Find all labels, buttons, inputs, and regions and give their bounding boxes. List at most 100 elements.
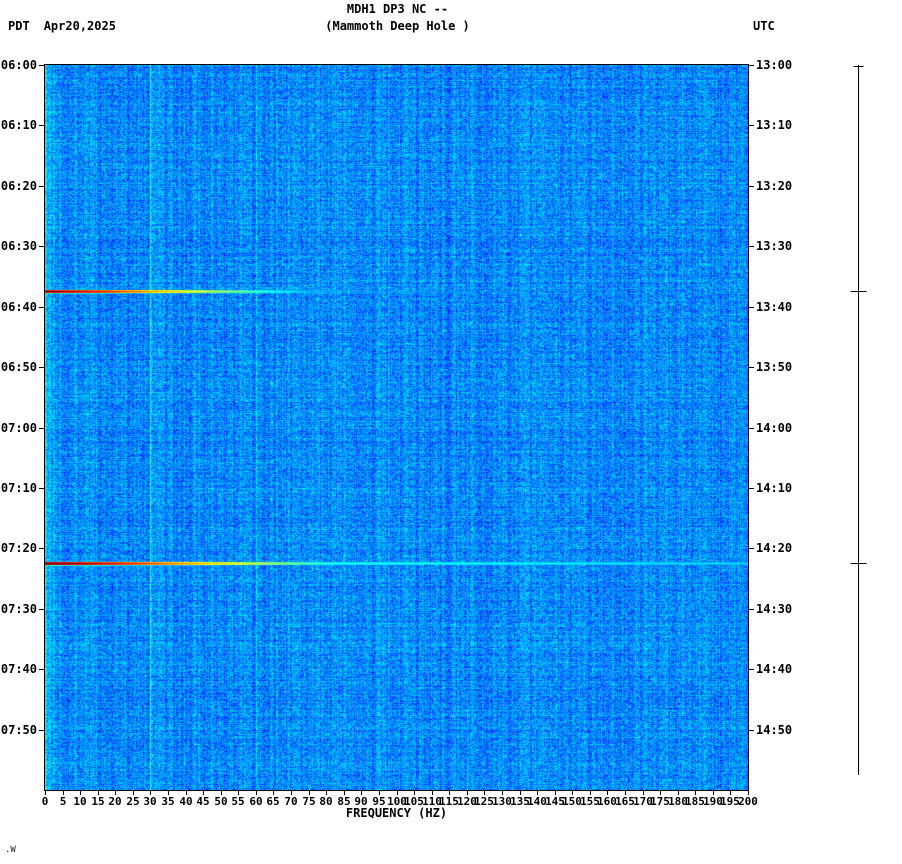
x-tick [168, 791, 169, 795]
time-label-left: 06:30 [0, 239, 37, 253]
x-tick-label: 95 [372, 795, 386, 808]
x-tick-label: 65 [266, 795, 280, 808]
y-tick-left [39, 367, 44, 368]
x-tick-label: 180 [668, 795, 688, 808]
x-tick [63, 791, 64, 795]
x-tick [309, 791, 310, 795]
x-tick [115, 791, 116, 795]
time-label-right: 14:00 [756, 421, 793, 435]
x-tick [713, 791, 714, 795]
y-tick-left [39, 125, 44, 126]
x-tick-label: 170 [633, 795, 653, 808]
x-axis-title: FREQUENCY (HZ) [345, 806, 448, 820]
x-tick [607, 791, 608, 795]
x-tick-label: 185 [685, 795, 705, 808]
x-tick-label: 115 [439, 795, 459, 808]
time-label-left: 07:00 [0, 421, 37, 435]
y-tick-left [39, 669, 44, 670]
y-tick-right [749, 307, 754, 308]
left-timezone-label: PDT [8, 19, 30, 33]
time-label-left: 06:40 [0, 300, 37, 314]
x-tick [256, 791, 257, 795]
time-label-left: 07:40 [0, 662, 37, 676]
x-tick-label: 155 [580, 795, 600, 808]
y-tick-right [749, 186, 754, 187]
x-tick-label: 175 [650, 795, 670, 808]
time-label-right: 14:30 [756, 602, 793, 616]
x-tick-label: 50 [214, 795, 228, 808]
time-label-left: 06:00 [0, 58, 37, 72]
x-tick [221, 791, 222, 795]
footer-mark: .W [5, 845, 16, 855]
x-tick [344, 791, 345, 795]
x-tick-label: 200 [738, 795, 758, 808]
y-tick-left [39, 186, 44, 187]
x-tick-label: 5 [59, 795, 67, 808]
y-tick-right [749, 730, 754, 731]
x-tick-label: 35 [161, 795, 175, 808]
x-tick-label: 195 [720, 795, 740, 808]
time-label-left: 06:10 [0, 118, 37, 132]
x-tick-label: 85 [337, 795, 351, 808]
x-tick [379, 791, 380, 795]
x-tick-label: 80 [319, 795, 333, 808]
x-tick [643, 791, 644, 795]
x-tick-label: 150 [562, 795, 582, 808]
x-tick-label: 105 [404, 795, 424, 808]
x-tick-label: 60 [249, 795, 263, 808]
x-tick-label: 130 [492, 795, 512, 808]
x-tick-label: 20 [108, 795, 122, 808]
x-tick-label: 110 [422, 795, 442, 808]
x-tick [291, 791, 292, 795]
y-tick-right [749, 65, 754, 66]
x-tick-label: 70 [284, 795, 298, 808]
time-label-right: 13:00 [756, 58, 793, 72]
x-tick [361, 791, 362, 795]
y-tick-right [749, 125, 754, 126]
x-tick [502, 791, 503, 795]
x-tick [98, 791, 99, 795]
x-tick-label: 165 [615, 795, 635, 808]
x-tick-label: 75 [302, 795, 316, 808]
x-tick [660, 791, 661, 795]
time-label-left: 06:50 [0, 360, 37, 374]
x-tick [80, 791, 81, 795]
y-tick-left [39, 428, 44, 429]
spectrogram-canvas [45, 65, 748, 790]
x-tick [695, 791, 696, 795]
x-tick [203, 791, 204, 795]
x-tick [555, 791, 556, 795]
x-tick [678, 791, 679, 795]
x-tick [730, 791, 731, 795]
x-tick [572, 791, 573, 795]
x-tick-label: 55 [231, 795, 245, 808]
time-label-left: 07:10 [0, 481, 37, 495]
x-tick [467, 791, 468, 795]
x-tick [273, 791, 274, 795]
y-tick-left [39, 307, 44, 308]
x-tick-label: 160 [597, 795, 617, 808]
x-tick-label: 145 [545, 795, 565, 808]
y-tick-left [39, 548, 44, 549]
time-label-right: 14:40 [756, 662, 793, 676]
x-tick-label: 10 [73, 795, 87, 808]
time-label-right: 14:10 [756, 481, 793, 495]
x-tick [449, 791, 450, 795]
x-tick [432, 791, 433, 795]
time-label-left: 07:20 [0, 541, 37, 555]
y-tick-left [39, 246, 44, 247]
time-label-left: 06:20 [0, 179, 37, 193]
x-tick [186, 791, 187, 795]
time-label-right: 13:10 [756, 118, 793, 132]
right-timezone-label: UTC [753, 19, 775, 33]
x-tick [397, 791, 398, 795]
x-tick [537, 791, 538, 795]
y-tick-left [39, 730, 44, 731]
x-tick-label: 0 [41, 795, 49, 808]
x-tick-label: 135 [510, 795, 530, 808]
y-tick-right [749, 548, 754, 549]
x-tick-label: 40 [179, 795, 193, 808]
x-tick [326, 791, 327, 795]
y-tick-right [749, 246, 754, 247]
